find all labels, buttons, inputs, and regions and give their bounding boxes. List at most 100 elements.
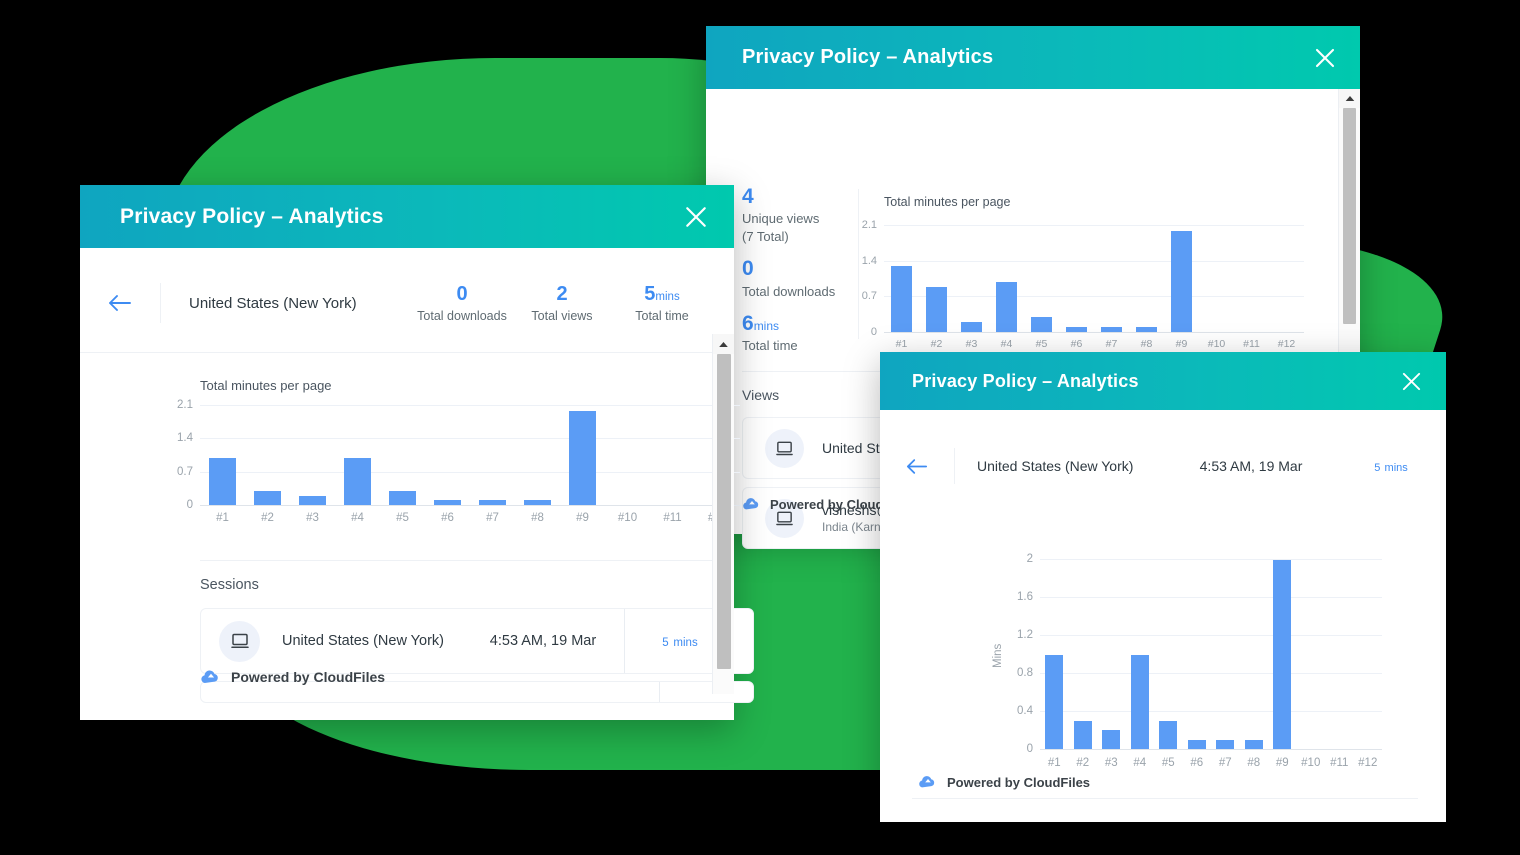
chart-bar-column[interactable]: [1154, 560, 1183, 749]
chart-bar[interactable]: [1045, 654, 1064, 749]
chart-bar-column[interactable]: [1069, 560, 1098, 749]
chart-bar-column[interactable]: [1268, 560, 1297, 749]
section-divider: [200, 560, 712, 561]
chart-bar-column[interactable]: [650, 406, 695, 505]
chart-bar-column[interactable]: [515, 406, 560, 505]
chart-bar-column[interactable]: [1240, 560, 1269, 749]
chart-bar[interactable]: [1102, 730, 1121, 749]
scrollbar[interactable]: [712, 334, 734, 694]
unique-views-label-line2: (7 Total): [742, 228, 789, 244]
chart-bar[interactable]: [343, 457, 372, 505]
stat-value: 2: [556, 283, 568, 305]
back-arrow-icon[interactable]: [80, 294, 160, 312]
chart-bar[interactable]: [433, 500, 462, 505]
chart-bar[interactable]: [1130, 654, 1149, 749]
window-title: Privacy Policy – Analytics: [120, 204, 384, 228]
chart-gridline: 1.6: [1017, 591, 1382, 603]
chart-bar-column[interactable]: [605, 406, 650, 505]
close-icon[interactable]: [684, 205, 708, 229]
chart-axis-line: [884, 332, 1304, 333]
chart-bar-column[interactable]: [560, 406, 605, 505]
chart-bar-column[interactable]: [1059, 226, 1094, 332]
chart-bar-column[interactable]: [470, 406, 515, 505]
chart-bar-column[interactable]: [200, 406, 245, 505]
list-item-title: United States (New York): [282, 633, 444, 649]
chart-bar-column[interactable]: [1354, 560, 1383, 749]
chart-bar[interactable]: [298, 495, 327, 505]
chart-bar-column[interactable]: [380, 406, 425, 505]
close-icon[interactable]: [1401, 371, 1422, 392]
scroll-up-icon[interactable]: [713, 334, 734, 354]
total-time-label: Total time: [742, 338, 798, 354]
chart-x-tick-label: #1: [216, 512, 229, 524]
chart-bar[interactable]: [1030, 316, 1053, 332]
chart-bar[interactable]: [1100, 326, 1123, 332]
chart-bar[interactable]: [568, 410, 597, 505]
chart-bar[interactable]: [960, 321, 983, 332]
chart-y-tick-label: 0.7: [177, 465, 193, 478]
footer-branding: Powered by CloudFiles: [742, 494, 913, 514]
chart-bar[interactable]: [995, 281, 1018, 332]
list-item[interactable]: [200, 681, 754, 703]
chart-bar-column[interactable]: [1024, 226, 1059, 332]
chart-bar[interactable]: [208, 457, 237, 505]
stat-label: Total downloads: [417, 309, 507, 323]
chart-bar[interactable]: [523, 500, 552, 505]
chart-bar[interactable]: [478, 500, 507, 505]
back-arrow-icon[interactable]: [880, 458, 954, 475]
chart-bar-column[interactable]: [290, 406, 335, 505]
chart-bar-column[interactable]: [1097, 560, 1126, 749]
chart-bar-column[interactable]: [1164, 226, 1199, 332]
scroll-up-icon[interactable]: [1339, 89, 1360, 108]
window-header: Privacy Policy – Analytics: [880, 352, 1446, 410]
chart-bar-column[interactable]: [1269, 226, 1304, 332]
chart-bar[interactable]: [1073, 720, 1092, 749]
chart-gridline: 2: [1027, 553, 1382, 565]
chart-bar-column[interactable]: [1325, 560, 1354, 749]
chart-bar-column[interactable]: [884, 226, 919, 332]
chart-bar-column[interactable]: [1234, 226, 1269, 332]
chart-bar[interactable]: [1244, 739, 1263, 749]
total-time-unit: mins: [753, 319, 780, 334]
chart-bar[interactable]: [1135, 326, 1158, 332]
chart-bar[interactable]: [890, 266, 913, 332]
chart-bar[interactable]: [253, 490, 282, 505]
chart-bar-column[interactable]: [245, 406, 290, 505]
chart-bar[interactable]: [1216, 739, 1235, 749]
chart-bar-column[interactable]: [1094, 226, 1129, 332]
chart-bar-column[interactable]: [1129, 226, 1164, 332]
chart-bar-column[interactable]: [989, 226, 1024, 332]
chart-bar-column[interactable]: [954, 226, 989, 332]
chart-gridline: 1.4: [177, 432, 740, 444]
chart-bar[interactable]: [388, 490, 417, 505]
chart-bar-column[interactable]: [1297, 560, 1326, 749]
close-icon[interactable]: [1314, 47, 1336, 69]
chart-bar[interactable]: [1187, 739, 1206, 749]
chart-bar-column[interactable]: [1126, 560, 1155, 749]
chart-caption: Total minutes per page: [200, 378, 332, 393]
chart-bar-column[interactable]: [919, 226, 954, 332]
chart-bar-column[interactable]: [1040, 560, 1069, 749]
chart-bar-column[interactable]: [1211, 560, 1240, 749]
row-divider: [659, 682, 660, 702]
chart-bar-column[interactable]: [1183, 560, 1212, 749]
stat-value: 5mins: [644, 283, 680, 305]
list-item-date: 4:53 AM, 19 Mar: [489, 633, 597, 649]
chart-bar[interactable]: [925, 286, 948, 332]
chart-x-tick-label: #3: [965, 338, 978, 350]
scrollbar-thumb[interactable]: [1343, 108, 1356, 324]
chart-y-tick-label: 0: [186, 499, 193, 511]
chart-bar-column[interactable]: [1199, 226, 1234, 332]
chart-bar[interactable]: [1159, 720, 1178, 749]
scrollbar-thumb[interactable]: [717, 354, 731, 669]
chart-bar[interactable]: [1170, 231, 1193, 332]
chart-bar[interactable]: [1273, 560, 1292, 749]
analytics-window-front[interactable]: Privacy Policy – Analytics United States…: [880, 352, 1446, 822]
analytics-window-middle[interactable]: Privacy Policy – Analytics United States…: [80, 185, 754, 720]
chart-bar-column[interactable]: [425, 406, 470, 505]
chart-x-tick-label: #10: [1301, 757, 1321, 769]
chart-bar[interactable]: [1065, 326, 1088, 332]
list-item[interactable]: United States (New York) 4:53 AM, 19 Mar…: [200, 608, 754, 674]
chart-bar-column[interactable]: [335, 406, 380, 505]
